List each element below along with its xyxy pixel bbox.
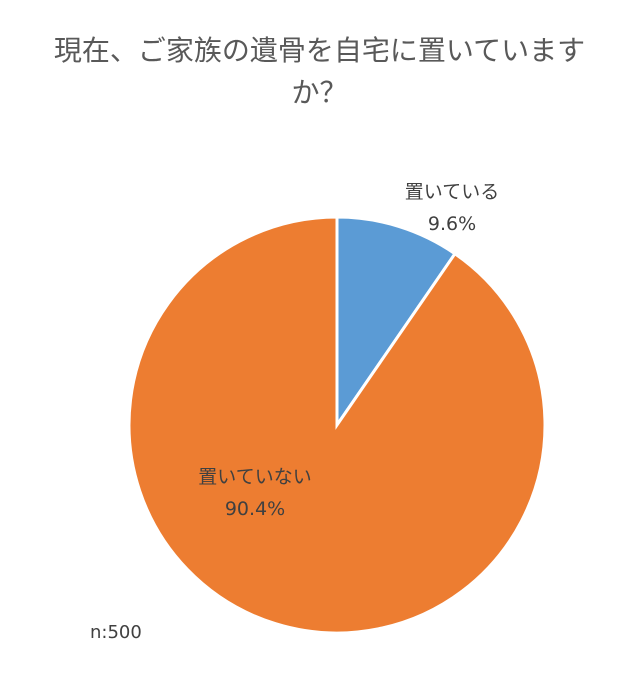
slice-label: 置いていない (198, 466, 312, 488)
slice-value: 9.6% (427, 213, 477, 235)
pie-slice-0 (335, 215, 458, 430)
pie-slice-1 (127, 215, 547, 635)
slice-label: 置いている (404, 181, 500, 203)
data-label-slice-1: 置いていない 90.4% (198, 461, 311, 525)
slice-value: 90.4% (224, 498, 286, 520)
chart-title: 現在、ご家族の遺骨を自宅に置いていますか？ (53, 34, 586, 109)
data-label-slice-0: 置いている 9.6% (405, 176, 499, 240)
sample-size-note: n:500 (90, 622, 142, 643)
